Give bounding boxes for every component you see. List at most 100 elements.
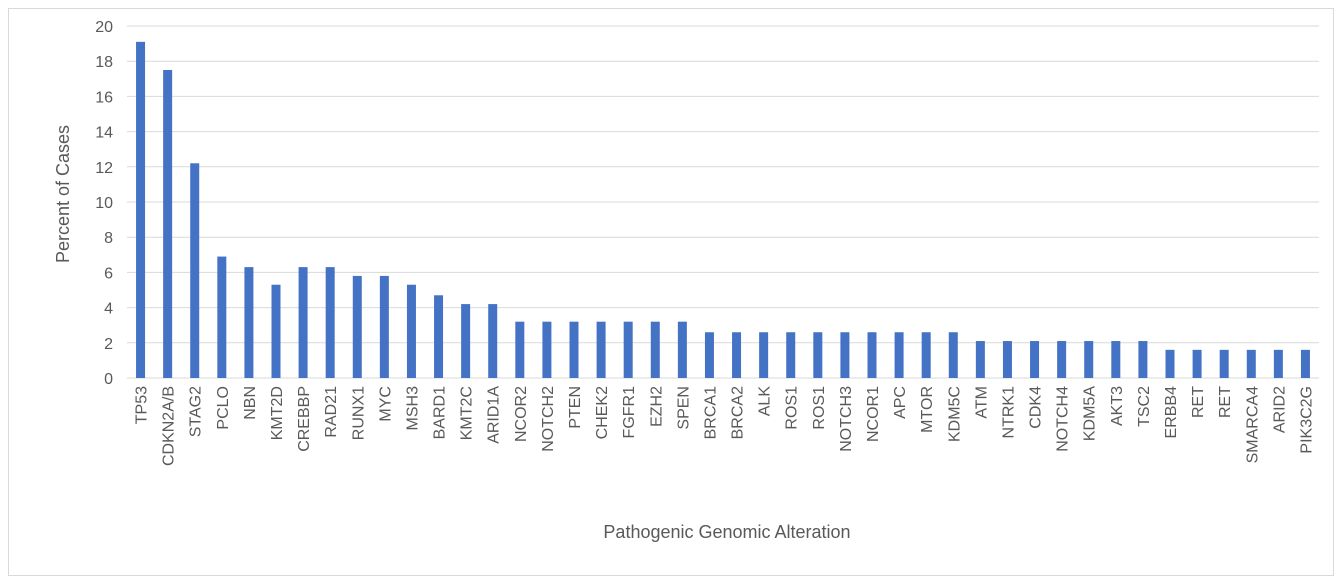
x-tick-label: BARD1	[432, 386, 449, 439]
x-tick-label: ARID2	[1271, 386, 1288, 433]
bar	[1300, 349, 1310, 378]
x-tick-label: ATM	[973, 386, 990, 419]
x-tick-label: PTEN	[567, 386, 584, 429]
x-tick-label: CDKN2A/B	[161, 386, 178, 466]
bar	[1111, 341, 1121, 378]
bar	[515, 321, 525, 378]
bar	[1273, 349, 1283, 378]
x-axis-ticks: TP53 CDKN2A/B STAG2 PCLO NBN KMT2D CREBBP RAD21…	[134, 386, 1316, 466]
bar	[596, 321, 606, 378]
x-tick-label: MSH3	[404, 386, 421, 431]
bar	[379, 275, 389, 378]
x-tick-label: APC	[892, 386, 909, 419]
x-tick-label: KMT2D	[269, 386, 286, 440]
x-tick-label: SMARCA4	[1244, 386, 1261, 463]
x-tick-label: ROS1	[811, 386, 828, 430]
x-tick-label: RUNX1	[350, 386, 367, 440]
bar	[650, 321, 660, 378]
bar	[136, 41, 146, 379]
x-tick-label: NOTCH2	[540, 386, 557, 452]
x-tick-label: TSC2	[1136, 386, 1153, 427]
x-tick-label: RAD21	[323, 386, 340, 438]
x-tick-label: CREBBP	[296, 386, 313, 452]
x-tick-label: NCOR1	[865, 386, 882, 442]
bar	[217, 256, 227, 378]
x-axis-title: Pathogenic Genomic Alteration	[603, 522, 850, 542]
x-tick-label: FGFR1	[621, 386, 638, 439]
x-tick-label: EZH2	[648, 386, 665, 427]
x-tick-label: CHEK2	[594, 386, 611, 439]
x-tick-label: NOTCH3	[838, 386, 855, 452]
bar	[704, 332, 714, 378]
x-tick-label: ARID1A	[486, 386, 503, 444]
y-tick-label: 14	[95, 125, 113, 142]
chart-frame: 0 2 4 6 8 10 12 14 16 18 20 TP53 CDKN2A/B STAG2 PCLO N…	[8, 8, 1334, 576]
bar	[975, 341, 985, 378]
bar	[1002, 341, 1012, 378]
bar	[623, 321, 633, 378]
bar	[352, 275, 362, 378]
y-tick-label: 12	[95, 160, 113, 177]
bar	[1219, 349, 1229, 378]
y-tick-label: 6	[104, 265, 113, 282]
x-tick-label: ROS1	[784, 386, 801, 430]
gridlines	[127, 25, 1319, 379]
bar	[813, 332, 823, 378]
bar	[434, 295, 444, 378]
bar	[298, 267, 308, 378]
x-tick-label: AKT3	[1109, 386, 1126, 426]
x-tick-label: PIK3C2G	[1298, 386, 1315, 454]
bar	[1165, 349, 1175, 378]
x-tick-label: CDK4	[1028, 386, 1045, 429]
bar-chart: 0 2 4 6 8 10 12 14 16 18 20 TP53 CDKN2A/B STAG2 PCLO N…	[53, 19, 1319, 542]
y-tick-label: 10	[95, 195, 113, 212]
x-tick-label: STAG2	[188, 386, 205, 437]
x-tick-label: ERBB4	[1163, 386, 1180, 439]
bars	[136, 41, 1310, 379]
bar	[461, 304, 471, 378]
bar	[867, 332, 877, 378]
y-tick-label: 8	[104, 230, 113, 247]
bar	[1030, 341, 1040, 378]
bar	[948, 332, 958, 378]
x-tick-label: KDM5A	[1082, 386, 1099, 441]
y-tick-label: 2	[104, 336, 113, 353]
bar	[759, 332, 769, 378]
bar	[921, 332, 931, 378]
bar	[732, 332, 742, 378]
bar	[1192, 349, 1202, 378]
y-axis-title: Percent of Cases	[53, 125, 73, 263]
x-tick-label: BRCA1	[702, 386, 719, 439]
x-tick-label: MTOR	[919, 386, 936, 433]
x-tick-label: RET	[1217, 386, 1234, 418]
bar	[840, 332, 850, 378]
y-tick-label: 4	[104, 301, 113, 318]
x-tick-label: ALK	[757, 386, 774, 417]
bar	[1138, 341, 1148, 378]
bar	[1084, 341, 1094, 378]
y-tick-label: 0	[104, 371, 113, 388]
y-tick-label: 20	[95, 19, 113, 36]
x-tick-label: NBN	[242, 386, 259, 420]
x-tick-label: RET	[1190, 386, 1207, 418]
bar	[894, 332, 904, 378]
x-tick-label: KDM5C	[946, 386, 963, 442]
bar	[488, 304, 498, 378]
x-tick-label: PCLO	[215, 386, 232, 430]
x-tick-label: NTRK1	[1000, 386, 1017, 439]
bar	[325, 267, 335, 378]
bar	[677, 321, 687, 378]
bar	[406, 284, 416, 378]
bar	[271, 284, 281, 378]
x-tick-label: SPEN	[675, 386, 692, 430]
x-tick-label: KMT2C	[459, 386, 476, 440]
bar	[786, 332, 796, 378]
y-tick-label: 16	[95, 89, 113, 106]
bar	[542, 321, 552, 378]
y-axis-ticks: 0 2 4 6 8 10 12 14 16 18 20	[95, 19, 113, 388]
bar	[163, 70, 173, 378]
x-tick-label: NCOR2	[513, 386, 530, 442]
bar	[1057, 341, 1067, 378]
x-tick-label: TP53	[134, 386, 151, 424]
bar	[569, 321, 579, 378]
